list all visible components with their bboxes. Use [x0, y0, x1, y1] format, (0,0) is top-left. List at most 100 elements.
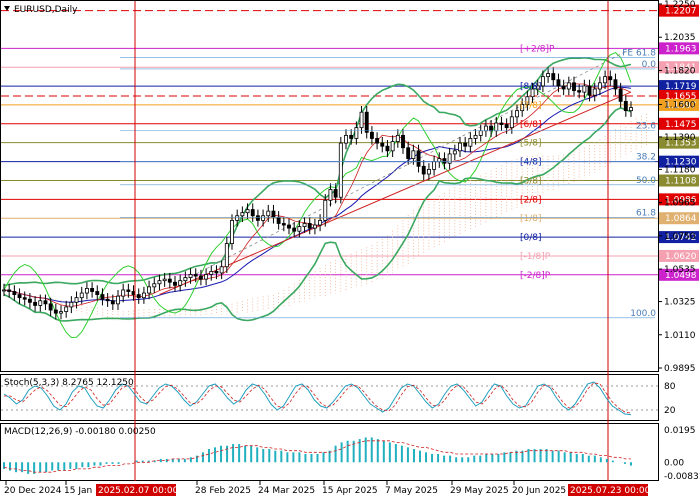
candle-body — [12, 291, 17, 295]
candle-body — [447, 153, 452, 164]
candle-body — [250, 209, 255, 217]
candle-body — [126, 289, 131, 292]
candle-body — [458, 142, 462, 152]
candle-body — [473, 134, 478, 139]
price-axis: 1.2250 1.2035 1.1820 1.1600 1.1390 1.1180 1.09… — [658, 0, 696, 374]
candle-body — [333, 189, 338, 198]
y-tick-label: 1.1600 — [664, 100, 696, 110]
candle-body — [509, 116, 514, 129]
y-tick-label: 1.1820 — [664, 66, 696, 76]
candle-body — [369, 131, 374, 139]
candle-body — [603, 76, 608, 84]
bollinger-bands — [3, 52, 632, 339]
candle-body — [105, 298, 110, 302]
candle-body — [162, 278, 167, 282]
time-axis: 20 Dec 2024 15 Jan 28 Feb 2025 24 Mar 2025 1… — [4, 481, 651, 496]
candle-body — [344, 134, 348, 144]
murrey-level-label: [1/8] — [520, 214, 542, 224]
candle-body — [416, 150, 421, 167]
murrey-level-label: [2/8] — [520, 195, 542, 205]
level-price-box — [659, 61, 699, 74]
candle-body — [629, 107, 633, 112]
candle-body — [204, 274, 209, 280]
candle-body — [540, 76, 545, 87]
candle-body — [354, 127, 359, 139]
candle-body — [209, 270, 214, 275]
candle-body — [43, 300, 48, 305]
candle-body — [468, 138, 473, 147]
candle-body — [380, 142, 385, 147]
candle-body — [318, 219, 323, 226]
candle-body — [235, 215, 240, 221]
candle-body — [141, 292, 146, 299]
x-highlight-box — [568, 484, 648, 496]
candle-body — [27, 298, 32, 303]
candle-body — [38, 300, 43, 306]
candle-body — [157, 280, 162, 285]
candle-body — [530, 88, 535, 98]
candle-body — [411, 150, 416, 159]
candle-body — [183, 277, 188, 282]
level-price-box — [659, 4, 699, 17]
murrey-level-label: [6/8] — [520, 120, 542, 130]
level-price-label: 1.2207 — [665, 7, 697, 17]
candle-body — [224, 243, 229, 268]
candle-body — [551, 73, 556, 81]
level-price-box — [659, 80, 699, 93]
candle-body — [245, 209, 250, 214]
candle-body — [489, 125, 494, 132]
chart-title: EURUSD,Daily — [14, 5, 78, 15]
dropdown-triangle-icon[interactable] — [4, 6, 10, 11]
candle-body — [338, 142, 343, 198]
candle-body — [437, 158, 442, 163]
candle-body — [198, 275, 203, 280]
candle-body — [432, 161, 437, 170]
stoch-panel-frame — [0, 374, 659, 421]
candle-body — [572, 82, 576, 91]
x-tick-label: 28 Feb 2025 — [195, 486, 251, 496]
level-price-label: 1.1353 — [665, 139, 697, 149]
trend-line-support — [159, 91, 632, 296]
candle-body — [463, 142, 468, 147]
candle-body — [69, 301, 74, 308]
candle-body — [556, 79, 561, 87]
level-price-box — [659, 231, 699, 244]
trend-lines — [159, 48, 632, 296]
level-price-label: 1.0742 — [665, 233, 697, 243]
y-tick-label: 1.1180 — [664, 165, 696, 175]
candle-body — [302, 223, 307, 227]
candle-body — [582, 85, 587, 93]
y-tick-label: 1.0750 — [664, 232, 696, 242]
candle-body — [266, 210, 271, 217]
x-tick-label: 15 Apr 2025 — [322, 486, 378, 496]
candle-body — [90, 287, 95, 292]
candle-body — [84, 287, 89, 294]
bollinger-lower — [3, 107, 632, 322]
level-price-label: 1.1475 — [665, 120, 697, 130]
murrey-level-label: [5/8] — [520, 139, 542, 149]
level-price-box — [659, 249, 699, 262]
candle-body — [623, 100, 628, 112]
macd-signal-line — [3, 440, 631, 473]
murrey-level-label: [0/8] — [520, 233, 542, 243]
murrey-level-label: [3/8] — [520, 177, 542, 187]
candle-body — [312, 224, 317, 229]
level-price-label: 1.1597 — [665, 101, 697, 111]
candle-body — [364, 111, 369, 133]
candle-body — [535, 85, 540, 90]
x-tick-label: 20 Jun 2025 — [512, 486, 566, 496]
y-tick-label: 1.0535 — [664, 265, 696, 275]
x-tick-label: 7 May 2025 — [385, 486, 438, 496]
level-price-label: 1.1230 — [665, 158, 697, 168]
candle-body — [483, 125, 488, 132]
level-price-box — [659, 193, 699, 206]
y-tick-label: 1.1390 — [664, 133, 696, 143]
fibo-level-label: 23.6 — [636, 122, 656, 132]
x-highlight-label: 2025.07.23 00:00 — [570, 486, 651, 496]
stoch-main-line — [3, 381, 632, 416]
candle-body — [100, 294, 105, 300]
candle-body — [214, 270, 219, 274]
candle-body — [276, 216, 281, 224]
candle-body — [33, 301, 38, 306]
